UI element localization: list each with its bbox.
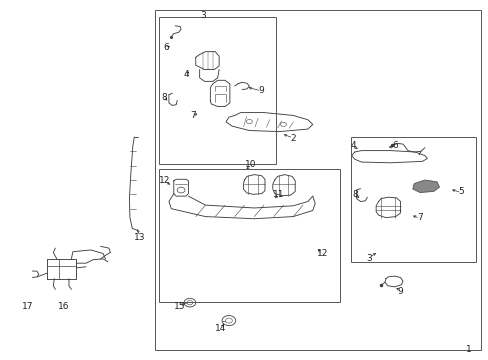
Text: 6: 6 — [392, 141, 398, 150]
Text: 13: 13 — [134, 233, 145, 242]
Text: 16: 16 — [58, 302, 70, 311]
Text: 14: 14 — [215, 324, 226, 333]
Bar — [159, 169, 339, 302]
Text: 9: 9 — [258, 86, 264, 95]
Text: 3: 3 — [365, 254, 371, 263]
Text: 1: 1 — [465, 345, 471, 354]
Text: 11: 11 — [272, 190, 284, 199]
Text: 5: 5 — [458, 187, 464, 196]
Text: 15: 15 — [174, 302, 185, 311]
Text: 4: 4 — [350, 141, 355, 150]
Bar — [350, 137, 475, 262]
Bar — [155, 10, 480, 350]
Bar — [159, 17, 276, 164]
Text: 8: 8 — [352, 190, 358, 199]
Text: 10: 10 — [244, 161, 256, 170]
Text: 8: 8 — [161, 93, 166, 102]
Text: 7: 7 — [190, 111, 196, 120]
Text: 7: 7 — [416, 213, 422, 222]
Text: 3: 3 — [200, 10, 205, 19]
Text: 2: 2 — [290, 134, 295, 143]
Text: 6: 6 — [163, 43, 169, 52]
Text: 12: 12 — [159, 176, 170, 185]
Text: 17: 17 — [22, 302, 34, 311]
Text: 9: 9 — [397, 287, 403, 296]
Polygon shape — [412, 180, 439, 193]
Text: 4: 4 — [183, 70, 188, 79]
Text: 12: 12 — [316, 249, 327, 258]
